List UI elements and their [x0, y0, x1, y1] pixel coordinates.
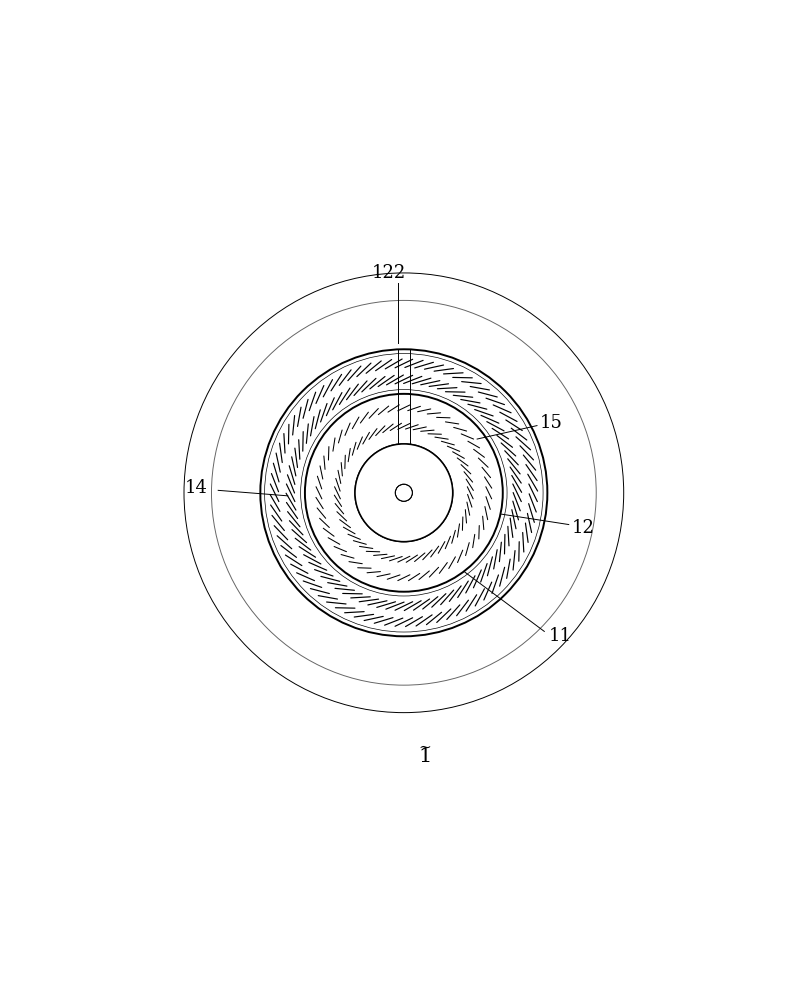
Text: 14: 14	[185, 479, 208, 497]
Circle shape	[355, 444, 452, 542]
Text: 12: 12	[572, 519, 595, 537]
Text: 11: 11	[549, 627, 572, 645]
Text: 122: 122	[372, 264, 407, 282]
Text: ∼: ∼	[419, 741, 432, 755]
Text: 15: 15	[540, 414, 563, 432]
Circle shape	[355, 444, 452, 542]
Text: 1: 1	[418, 747, 432, 766]
